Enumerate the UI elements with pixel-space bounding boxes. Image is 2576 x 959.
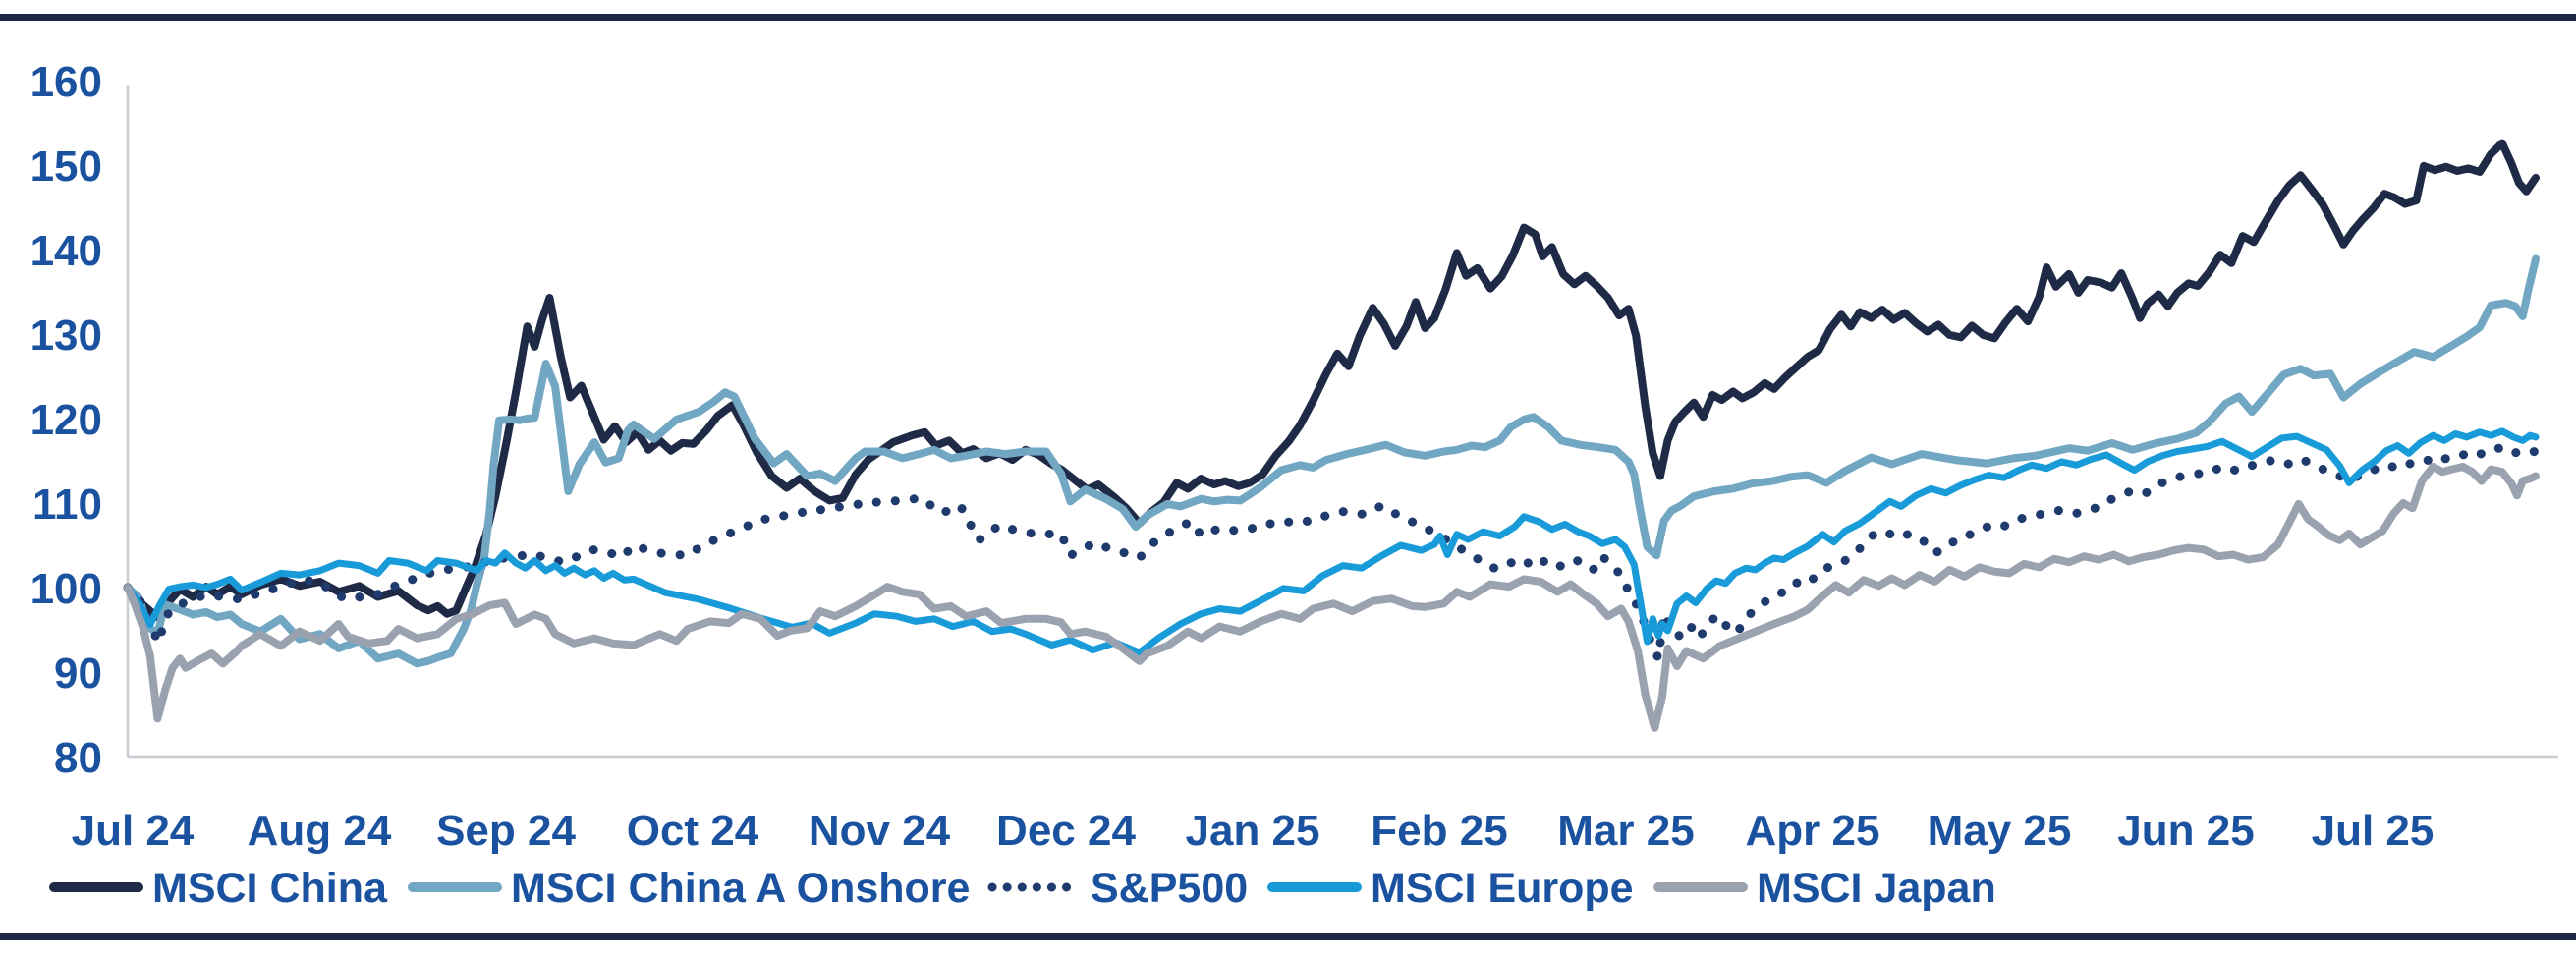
x-axis-tick-label: Apr 25	[1746, 807, 1880, 855]
y-axis-tick-label: 160	[30, 58, 102, 106]
x-axis-tick-label: May 25	[1928, 807, 2072, 855]
series-line-s-p500	[123, 443, 2541, 663]
x-axis-tick-label: Jul 25	[2312, 807, 2435, 855]
y-axis-tick-label: 80	[54, 734, 102, 782]
series-line-msci-china	[124, 139, 2540, 622]
x-axis-tick-label: Jun 25	[2117, 807, 2254, 855]
y-axis-tick-label: 140	[30, 227, 102, 275]
y-axis-tick-label: 110	[32, 480, 102, 529]
x-axis-tick-label: Aug 24	[248, 807, 392, 855]
series-line-msci-japan	[124, 463, 2540, 732]
x-axis-tick-label: Sep 24	[436, 807, 576, 855]
legend-label-s-p500: S&P500	[1091, 865, 1248, 912]
x-axis-tick-label: Mar 25	[1557, 807, 1694, 855]
legend-label-msci-china-a-onshore: MSCI China A Onshore	[511, 865, 970, 912]
x-axis-tick-label: Dec 24	[996, 807, 1136, 855]
x-axis-tick-label: Oct 24	[627, 807, 759, 855]
y-axis-tick-label: 120	[30, 396, 102, 444]
x-axis-tick-label: Jul 24	[72, 807, 195, 855]
bottom-rule	[0, 933, 2576, 940]
legend-label-msci-japan: MSCI Japan	[1757, 865, 1996, 912]
y-axis-tick-label: 90	[54, 649, 102, 698]
series-line-msci-china-a-onshore	[124, 254, 2540, 668]
legend-label-msci-europe: MSCI Europe	[1371, 865, 1634, 912]
y-axis-tick-label: 100	[30, 565, 102, 613]
series-line-msci-europe	[124, 427, 2540, 656]
x-axis-tick-label: Jan 25	[1186, 807, 1320, 855]
y-axis-tick-label: 150	[30, 142, 102, 191]
x-axis-tick-label: Feb 25	[1371, 807, 1507, 855]
y-axis-tick-label: 130	[30, 311, 102, 360]
top-rule	[0, 14, 2576, 21]
x-axis-tick-label: Nov 24	[809, 807, 951, 855]
legend-label-msci-china: MSCI China	[152, 865, 388, 912]
